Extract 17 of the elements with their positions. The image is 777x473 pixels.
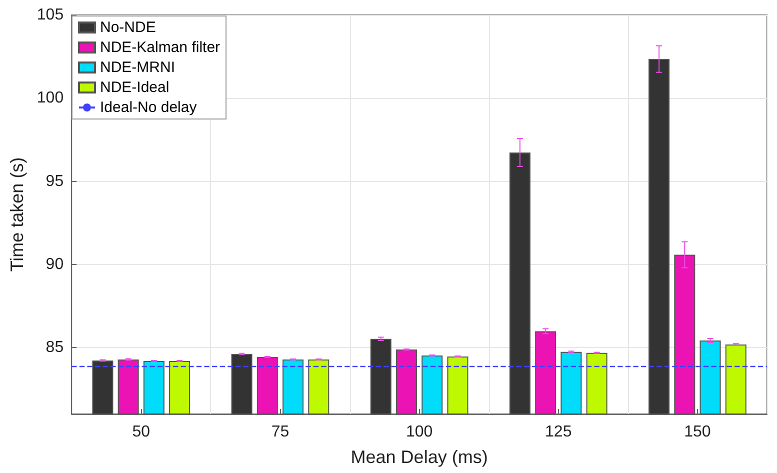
legend-label: NDE-Kalman filter <box>100 39 220 56</box>
x-tick-label: 150 <box>684 424 711 440</box>
y-tick-label: 100 <box>36 90 64 107</box>
x-axis-title: Mean Delay (ms) <box>350 447 488 467</box>
x-tick-label: 125 <box>545 424 572 440</box>
y-tick-label: 90 <box>46 256 64 273</box>
legend-label: Ideal-No delay <box>100 99 198 116</box>
legend-label: NDE-MRNI <box>100 59 175 76</box>
x-tick-label: 50 <box>132 424 150 440</box>
x-tick-label: 75 <box>271 424 290 440</box>
y-tick-label: 95 <box>46 172 64 190</box>
legend-label: NDE-Ideal <box>100 79 170 96</box>
y-tick-label: 105 <box>36 6 64 24</box>
y-tick-label: 85 <box>46 339 64 356</box>
legend-label: No-NDE <box>100 19 156 36</box>
x-tick-label: 100 <box>406 424 433 440</box>
y-axis-title: Time taken (s) <box>7 157 27 272</box>
